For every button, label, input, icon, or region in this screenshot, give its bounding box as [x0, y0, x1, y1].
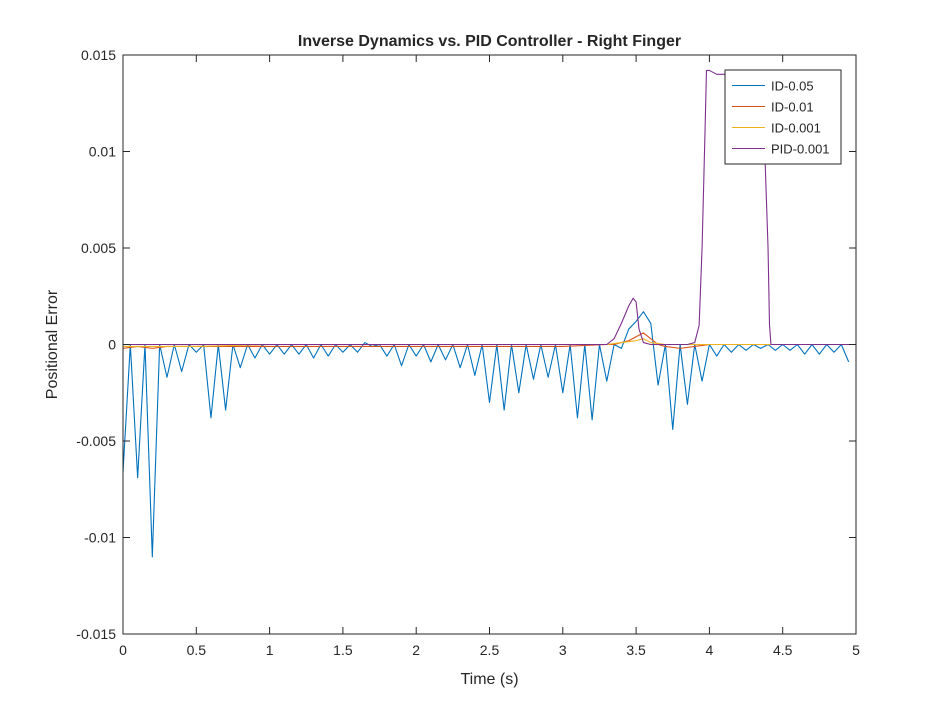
- y-axis-label: Positional Error: [44, 289, 61, 399]
- x-tick-label: 2: [412, 642, 420, 658]
- y-tick-label: 0: [108, 337, 116, 353]
- x-axis-label: Time (s): [460, 671, 518, 688]
- axes-layer: 0 0.5 1 1.5 2 2.5 3 3.5 4 4.5 5 -0.015 -0.01 -0.005 0 0…: [76, 47, 860, 658]
- legend-label: ID-0.05: [771, 79, 814, 94]
- x-tick-label: 0.5: [187, 642, 207, 658]
- legend-label: ID-0.01: [771, 100, 814, 115]
- y-tick-label: 0.01: [89, 144, 116, 160]
- x-tick-label: 1: [266, 642, 274, 658]
- y-tick-label: -0.005: [76, 433, 116, 449]
- series-line-id-0-05: [122, 311, 850, 558]
- legend-label: PID-0.001: [771, 142, 830, 157]
- x-tick-label: 1.5: [333, 642, 353, 658]
- x-tick-label: 3: [559, 642, 567, 658]
- x-tick-label: 4: [706, 642, 714, 658]
- y-tick-label: -0.015: [76, 626, 116, 642]
- x-tick-label: 2.5: [480, 642, 500, 658]
- x-tick-label: 3.5: [626, 642, 646, 658]
- legend: ID-0.05 ID-0.01 ID-0.001 PID-0.001: [724, 69, 842, 165]
- y-tick-label: 0.005: [81, 240, 116, 256]
- y-tick-label: -0.01: [84, 530, 116, 546]
- legend-label: ID-0.001: [771, 121, 821, 136]
- x-tick-label: 0: [119, 642, 127, 658]
- y-tick-label: 0.015: [81, 47, 116, 63]
- x-tick-label: 5: [852, 642, 860, 658]
- x-tick-label: 4.5: [773, 642, 793, 658]
- chart-title: Inverse Dynamics vs. PID Controller - Ri…: [298, 33, 681, 50]
